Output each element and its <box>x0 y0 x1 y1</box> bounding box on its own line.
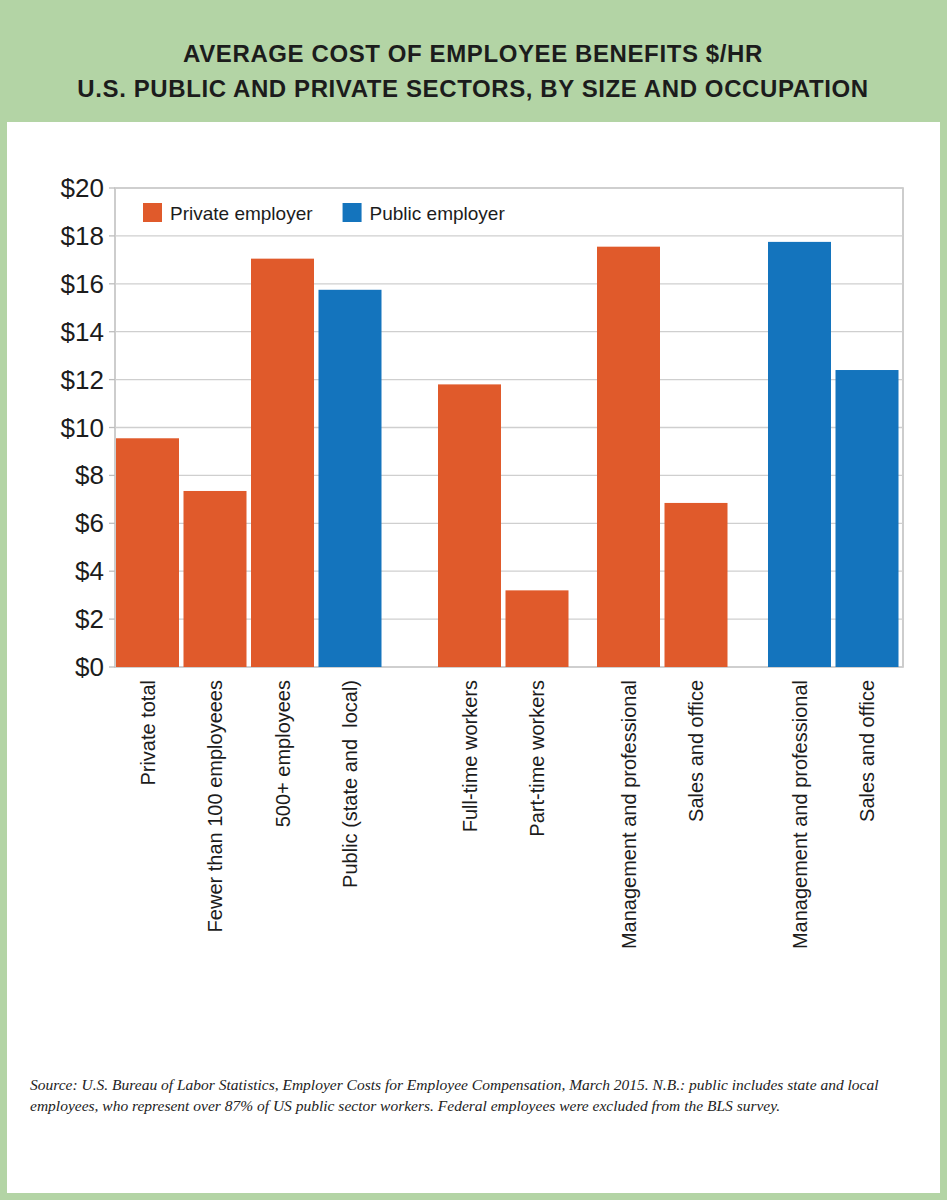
y-tick <box>109 666 115 667</box>
legend-label: Private employer <box>170 203 313 224</box>
y-tick-label: $4 <box>75 556 104 586</box>
source-note: Source: U.S. Bureau of Labor Statistics,… <box>30 1074 920 1116</box>
bar <box>319 290 382 667</box>
x-tick-label: Sales and office <box>685 680 707 822</box>
legend-label: Public employer <box>370 203 506 224</box>
x-tick-label: Management and professional <box>789 680 811 949</box>
chart-svg: AVERAGE COST OF EMPLOYEE BENEFITS $/HR U.… <box>0 0 947 1200</box>
y-tick-label: $12 <box>61 365 104 395</box>
bar <box>665 503 728 667</box>
panel <box>7 122 940 1193</box>
y-tick-label: $2 <box>75 604 104 634</box>
x-tick-label: Fewer than 100 employeees <box>204 680 226 932</box>
legend-swatch <box>343 203 362 222</box>
y-tick <box>109 571 115 572</box>
x-tick-label: Part-time workers <box>526 680 548 837</box>
bar <box>836 370 899 667</box>
outer-frame <box>0 0 947 1200</box>
y-tick-label: $18 <box>61 221 104 251</box>
x-tick-label: Public (state and local) <box>339 680 361 888</box>
x-tick-label: Full-time workers <box>459 680 481 832</box>
legend-swatch <box>143 203 162 222</box>
y-tick <box>109 427 115 428</box>
y-tick <box>109 283 115 284</box>
bar <box>597 247 660 667</box>
bar <box>768 242 831 667</box>
title: AVERAGE COST OF EMPLOYEE BENEFITS $/HR <box>183 40 763 67</box>
x-tick-label: Management and professional <box>618 680 640 949</box>
chart-wrap: AVERAGE COST OF EMPLOYEE BENEFITS $/HR U.… <box>0 0 947 1200</box>
y-tick <box>109 475 115 476</box>
bar <box>251 259 314 667</box>
bar <box>438 384 501 667</box>
y-tick-label: $6 <box>75 508 104 538</box>
grid-line <box>115 187 903 188</box>
y-tick <box>109 523 115 524</box>
bar <box>184 491 247 667</box>
x-tick-label: 500+ employees <box>272 680 294 827</box>
y-tick-label: $8 <box>75 460 104 490</box>
y-tick-label: $16 <box>61 269 104 299</box>
bars <box>116 242 899 667</box>
y-tick <box>109 235 115 236</box>
y-tick-label: $0 <box>75 652 104 682</box>
y-tick-label: $10 <box>61 413 104 443</box>
y-tick <box>109 618 115 619</box>
plot-frame <box>115 188 903 667</box>
grid-line <box>115 235 903 236</box>
bar <box>116 438 179 667</box>
x-tick-label: Sales and office <box>856 680 878 822</box>
x-tick-label: Private total <box>137 680 159 786</box>
y-tick <box>109 187 115 188</box>
bar <box>506 590 569 667</box>
y-tick <box>109 331 115 332</box>
y-tick <box>109 379 115 380</box>
subtitle: U.S. PUBLIC AND PRIVATE SECTORS, BY SIZE… <box>77 75 868 102</box>
y-tick-label: $20 <box>61 173 104 203</box>
y-tick-label: $14 <box>61 317 104 347</box>
